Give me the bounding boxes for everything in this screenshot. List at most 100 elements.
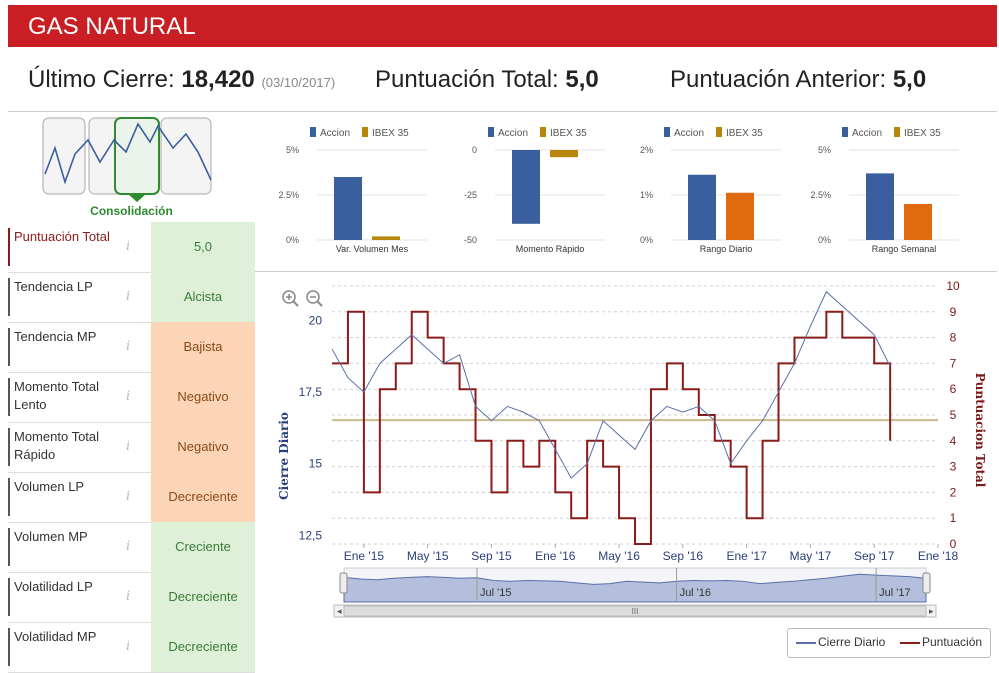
indicator-label: Volumen MP [14,529,88,544]
navigator-right-handle[interactable] [922,572,931,594]
indicator-row: Volatilidad LP i Decreciente [8,572,255,623]
row-accent [8,278,10,316]
x-tick-label: Ene '16 [535,549,576,563]
x-tick-label: Sep '16 [663,549,704,563]
x-tick-label: May '17 [790,549,832,563]
indicator-value: Decreciente [151,622,255,672]
y2-tick-label: 10 [946,279,960,293]
y2-tick-label: 5 [950,408,957,422]
info-icon[interactable]: i [126,589,131,604]
info-icon[interactable]: i [126,289,131,304]
y2-tick-label: 0 [950,537,957,551]
y2-tick-label: 9 [950,305,957,319]
mini-chart: Accion IBEX 35 5% 2.5% 0% Var. Volumen Mes [278,127,427,254]
navigator-tick-label: Jul '16 [680,587,711,599]
indicator-value: Creciente [151,522,255,572]
mini-bar [334,177,362,240]
indicator-value: Negativo [151,372,255,422]
last-close-value: 18,420 [181,66,255,93]
scrollbar-thumb[interactable] [343,605,927,617]
legend-accion-label: Accion [498,128,528,139]
legend-accion-swatch [310,127,316,137]
y-tick-label: 20 [309,313,323,327]
mini-chart: Accion IBEX 35 2% 1% 0% Rango Diario [640,127,781,254]
indicator-label: Momento Total Rápido [14,429,100,462]
legend-ibex-label: IBEX 35 [372,128,409,139]
legend-ibex-label: IBEX 35 [726,128,763,139]
scroll-left-arrow: ◂ [337,606,342,616]
last-close-label: Último Cierre: [28,66,175,93]
row-accent [8,328,10,366]
mini-bar [550,150,578,158]
row-accent [8,528,10,566]
legend-cierre-label[interactable]: Cierre Diario [818,635,886,649]
mini-y-tick: 2% [640,145,653,155]
mini-y-tick: 0% [818,235,831,245]
x-tick-label: Ene '18 [918,549,959,563]
indicator-value: Decreciente [151,572,255,622]
legend-puntuacion-label[interactable]: Puntuación [922,635,983,649]
mini-y-tick: 2.5% [278,190,299,200]
y2-tick-label: 1 [950,511,957,525]
y2-tick-label: 7 [950,356,957,370]
mini-bar [372,236,400,240]
y2-tick-label: 2 [950,485,957,499]
info-icon[interactable]: i [126,539,131,554]
navigator-left-handle[interactable] [339,572,348,594]
y-tick-label: 17,5 [299,385,323,399]
indicator-value: 5,0 [151,222,255,272]
mini-y-tick: 1% [640,190,653,200]
y-tick-label: 15 [309,457,323,471]
indicator-label: Tendencia MP [14,329,97,344]
mini-bar [904,204,932,240]
indicator-value: Alcista [151,272,255,322]
legend-accion-label: Accion [852,128,882,139]
legend-accion-label: Accion [320,128,350,139]
info-icon[interactable]: i [126,389,131,404]
mini-chart: Accion IBEX 35 0 -25 -50 Momento Rápido [464,127,605,254]
row-accent [8,378,10,416]
mini-bar [512,150,540,224]
info-icon[interactable]: i [126,489,131,504]
x-tick-label: May '15 [407,549,449,563]
scroll-right-arrow: ▸ [929,606,934,616]
indicator-row: Momento Total Lento i Negativo [8,372,255,423]
legend-ibex-swatch [894,127,900,137]
mini-y-tick: 0% [640,235,653,245]
indicator-label: Volatilidad MP [14,629,97,644]
last-close: Último Cierre: 18,420 (03/10/2017) [28,66,335,94]
mini-chart: Accion IBEX 35 5% 2.5% 0% Rango Semanal [810,127,959,254]
info-icon[interactable]: i [126,639,131,654]
indicator-row: Tendencia MP i Bajista [8,322,255,373]
page-title: GAS NATURAL [28,13,196,40]
header-stats: Último Cierre: 18,420 (03/10/2017) Puntu… [0,50,999,110]
info-icon[interactable]: i [126,239,131,254]
y-axis-title: Cierre Diario [277,412,291,500]
legend-ibex-swatch [362,127,368,137]
indicator-value: Negativo [151,422,255,472]
indicator-label: Momento Total Lento [14,379,100,412]
row-accent [8,428,10,466]
mini-y-tick: 5% [286,145,299,155]
total-score-value: 5,0 [565,66,599,93]
mini-bar [726,192,754,240]
last-close-date: (03/10/2017) [261,75,336,90]
x-tick-label: May '16 [598,549,640,563]
x-tick-label: Sep '17 [854,549,895,563]
info-icon[interactable]: i [126,439,131,454]
row-accent [8,228,10,266]
legend-ibex-label: IBEX 35 [904,128,941,139]
indicator-label: Volumen LP [14,479,85,494]
mini-y-tick: 2.5% [810,190,831,200]
mini-y-tick: 0% [286,235,299,245]
zoom-in-icon[interactable] [281,289,299,307]
previous-score-value: 5,0 [892,66,927,93]
indicator-row: Volumen LP i Decreciente [8,472,255,523]
info-icon[interactable]: i [126,339,131,354]
phase-wave-icon [42,117,212,202]
zoom-out-icon[interactable] [305,289,323,307]
title-bar: GAS NATURAL [8,5,997,47]
total-score-label: Puntuación Total: [375,66,559,93]
x-tick-label: Sep '15 [471,549,512,563]
